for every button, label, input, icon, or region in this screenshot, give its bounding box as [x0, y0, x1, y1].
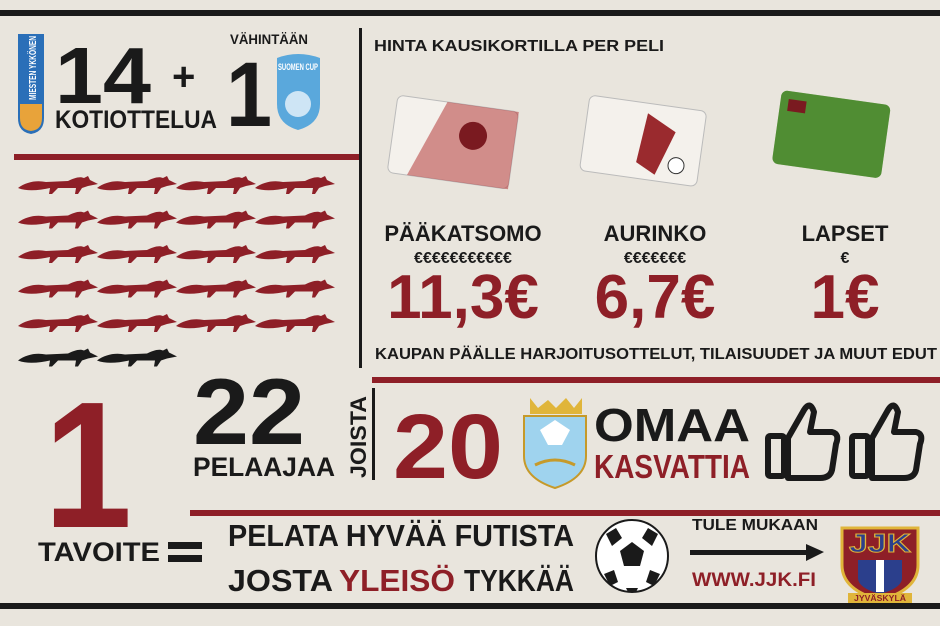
ticket-symbols: €€€€€€€€€€€ [414, 250, 512, 267]
player-icon [18, 279, 98, 298]
goal-word: JOSTA [228, 563, 333, 598]
season-card [387, 95, 519, 190]
players-count: 22 [193, 359, 305, 464]
prices-title: HINTA KAUSIKORTILLA PER PELI [374, 38, 664, 55]
club-logo-text: JJK [849, 528, 911, 558]
equals-sign [168, 555, 202, 562]
minimum-label: VÄHINTÄÄN [230, 31, 308, 47]
own-label: OMAA [594, 399, 750, 451]
ticket-price: 6,7€ [595, 263, 716, 332]
of-which: JOISTA [346, 396, 371, 478]
player-icon [18, 245, 98, 263]
joista-rule [372, 388, 375, 480]
home-games-label: KOTIOTTELUA [55, 106, 217, 134]
arrow [690, 550, 810, 555]
ticket-name: AURINKO [604, 221, 707, 246]
player-icon [18, 210, 98, 229]
player-icon [176, 176, 256, 194]
player-icon [255, 279, 335, 298]
football [595, 519, 669, 593]
own-label: KASVATTIA [594, 448, 750, 485]
goal-label: TAVOITE [38, 537, 160, 567]
bottom-rule [0, 603, 940, 609]
red-rule [190, 510, 940, 516]
red-rule [372, 377, 940, 383]
cup-logo: SUOMEN CUP [277, 54, 320, 130]
arrow-head [806, 544, 824, 561]
plus: + [172, 55, 195, 99]
column-rule [359, 28, 362, 368]
thumbs-up [765, 402, 925, 481]
cup-logo-text: SUOMEN CUP [278, 62, 318, 72]
goal-count: 1 [44, 365, 132, 566]
player-icon [97, 176, 177, 194]
prices-note: KAUPAN PÄÄLLE HARJOITUSOTTELUT, TILAISUU… [375, 345, 937, 363]
player-icon [97, 348, 177, 367]
red-rule [14, 154, 359, 160]
player-icon [97, 245, 177, 263]
ticket-symbols: € [841, 250, 850, 267]
join-url[interactable]: WWW.JJK.FI [692, 570, 816, 591]
ticket-symbols: €€€€€€€ [624, 250, 686, 267]
ticket-name: PÄÄKATSOMO [384, 221, 541, 246]
player-icon [97, 279, 177, 298]
own-count: 20 [393, 396, 503, 498]
ticket-name: LAPSET [802, 221, 889, 246]
cup-games: 1 [226, 44, 272, 146]
player-icon [97, 314, 177, 332]
player-icon [176, 210, 256, 229]
player-icon [255, 245, 335, 263]
top-rule [0, 10, 940, 16]
coat-of-arms [523, 398, 587, 490]
player-icons [18, 176, 335, 367]
player-icon [18, 314, 98, 332]
season-card [579, 95, 707, 187]
equals-sign [168, 542, 202, 549]
goal-word: TYKKÄÄ [464, 563, 574, 598]
player-icon [176, 245, 256, 263]
player-icon [97, 210, 177, 229]
home-games: 14 [55, 31, 152, 120]
season-card [772, 90, 891, 178]
ticket-prices: PÄÄKATSOMO€€€€€€€€€€€11,3€AURINKO€€€€€€€… [384, 221, 889, 332]
player-icon [176, 314, 256, 332]
player-icon [255, 210, 335, 229]
players-label: PELAAJAA [193, 452, 335, 482]
player-icon [255, 176, 335, 194]
goal-highlight: YLEISÖ [339, 563, 455, 598]
league-logo-text: MIESTEN YKKÖNEN [26, 36, 39, 100]
club-logo: JJK JYVÄSKYLÄ [840, 526, 920, 603]
player-icon [18, 176, 98, 194]
ticket-price: 1€ [811, 263, 880, 332]
ticket-price: 11,3€ [387, 263, 539, 332]
league-logo: MIESTEN YKKÖNEN [18, 34, 44, 134]
player-icon [18, 348, 98, 367]
goal-line: PELATA HYVÄÄ FUTISTA [228, 518, 574, 553]
join-text: TULE MUKAAN [692, 517, 818, 534]
goal-line: JOSTA YLEISÖ TYKKÄÄ [228, 563, 574, 598]
player-icon [176, 279, 256, 298]
player-icon [255, 314, 335, 332]
club-logo-city: JYVÄSKYLÄ [854, 594, 906, 603]
